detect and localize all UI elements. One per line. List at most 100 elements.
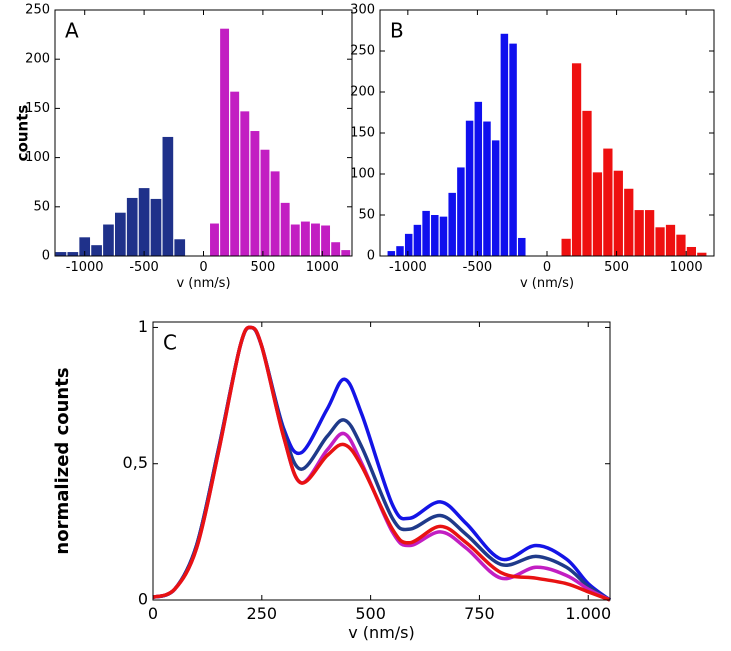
x-tick-label: -1000 xyxy=(66,260,104,275)
bar xyxy=(431,215,439,256)
bar xyxy=(290,224,300,256)
bar xyxy=(260,149,270,256)
plot-area xyxy=(55,10,352,256)
y-axis-label: normalized counts xyxy=(52,367,73,554)
bar xyxy=(413,224,422,256)
plot-area xyxy=(380,10,714,256)
bar xyxy=(561,238,571,256)
bar xyxy=(321,225,331,256)
x-tick-label: 250 xyxy=(247,604,278,623)
y-tick-label: 1 xyxy=(138,317,148,336)
bar xyxy=(174,239,186,256)
y-tick-label: 100 xyxy=(350,167,375,182)
line xyxy=(152,325,611,602)
x-axis-label: v (nm/s) xyxy=(520,276,574,291)
axes-box xyxy=(152,321,611,601)
y-tick-label: 250 xyxy=(350,44,375,59)
y-tick-label: 0 xyxy=(367,249,375,264)
x-tick-label: 500 xyxy=(250,260,275,275)
bar xyxy=(655,227,665,256)
bar xyxy=(634,210,644,256)
bar xyxy=(457,167,465,256)
bar xyxy=(67,252,79,256)
y-tick-label: 150 xyxy=(25,101,50,116)
bar xyxy=(270,171,280,256)
y-tick-label: 250 xyxy=(25,3,50,18)
bar xyxy=(103,224,114,256)
bar xyxy=(422,210,430,256)
bar xyxy=(150,198,162,256)
bar xyxy=(240,111,250,257)
bar xyxy=(686,246,697,256)
x-tick-label: 750 xyxy=(464,604,495,623)
bar xyxy=(465,120,474,256)
bar xyxy=(676,234,686,256)
bar xyxy=(341,250,351,256)
bar xyxy=(483,121,491,257)
bar xyxy=(624,188,634,256)
bar xyxy=(138,188,150,256)
x-tick-label: 1000 xyxy=(670,260,703,275)
bar xyxy=(300,221,310,256)
x-tick-label: 500 xyxy=(604,260,629,275)
x-tick-label: 0 xyxy=(199,260,207,275)
panel-label: B xyxy=(390,19,404,43)
bar xyxy=(613,170,623,256)
plot-area xyxy=(153,322,610,600)
bar xyxy=(220,28,230,256)
bar xyxy=(250,131,260,256)
panel-label: C xyxy=(163,331,177,355)
x-tick-label: 0 xyxy=(543,260,551,275)
bar xyxy=(331,242,341,256)
bar xyxy=(91,245,102,256)
bar xyxy=(210,223,219,256)
bar xyxy=(509,43,517,257)
y-tick-label: 200 xyxy=(350,85,375,100)
y-tick-label: 300 xyxy=(350,3,375,18)
x-axis-label: v (nm/s) xyxy=(176,276,230,291)
x-tick-label: -500 xyxy=(129,260,159,275)
bar xyxy=(126,197,138,256)
bar xyxy=(396,246,404,256)
bar xyxy=(582,110,592,256)
panel-label: A xyxy=(65,19,79,43)
bar xyxy=(448,192,456,256)
bar xyxy=(280,202,290,256)
bar xyxy=(603,148,613,256)
bar xyxy=(665,224,676,256)
bar xyxy=(697,252,707,256)
y-tick-label: 0 xyxy=(138,590,148,609)
bar xyxy=(491,140,500,256)
y-tick-label: 50 xyxy=(33,199,50,214)
y-tick-label: 100 xyxy=(25,150,50,165)
y-tick-label: 50 xyxy=(358,208,375,223)
x-tick-label: 500 xyxy=(355,604,386,623)
x-tick-label: 1000 xyxy=(306,260,339,275)
y-tick-label: 200 xyxy=(25,52,50,67)
bar xyxy=(387,251,396,256)
bar xyxy=(500,33,509,256)
y-tick-label: 0 xyxy=(42,249,50,264)
y-tick-label: 0,5 xyxy=(123,453,148,472)
bar xyxy=(55,252,67,256)
bar xyxy=(645,210,655,256)
bar xyxy=(115,212,126,256)
x-tick-label: 0 xyxy=(148,604,158,623)
bar xyxy=(230,91,240,256)
y-tick-label: 150 xyxy=(350,126,375,141)
x-axis-label: v (nm/s) xyxy=(348,623,415,642)
bar xyxy=(592,172,603,256)
bar xyxy=(571,63,582,256)
x-tick-label: 1.000 xyxy=(565,604,611,623)
bar xyxy=(79,237,91,256)
bar xyxy=(311,223,320,256)
x-tick-label: -1000 xyxy=(389,260,427,275)
x-tick-label: -500 xyxy=(463,260,493,275)
bar xyxy=(474,101,483,256)
y-axis-label: counts xyxy=(14,105,32,162)
bar xyxy=(518,237,526,256)
bar xyxy=(404,233,413,256)
bar xyxy=(439,216,448,256)
bar xyxy=(162,136,174,256)
